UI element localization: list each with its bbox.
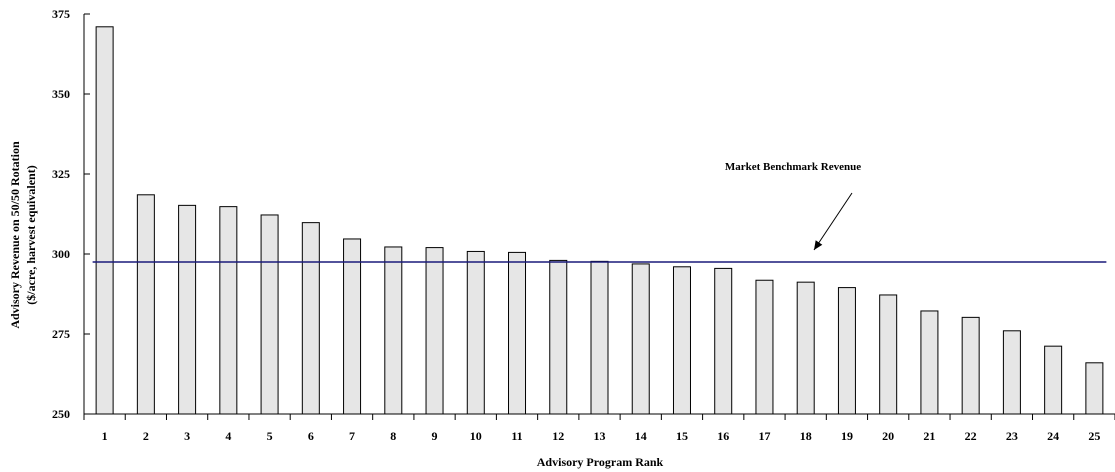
x-tick-label: 11	[511, 429, 522, 443]
bar	[879, 294, 898, 415]
y-axis-title-line2: ($/acre, harvest equivalent)	[24, 165, 38, 304]
x-tick-label: 7	[349, 429, 355, 443]
bar	[260, 214, 279, 415]
bar	[1002, 330, 1021, 415]
x-tick-label: 16	[717, 429, 729, 443]
benchmark-label: Market Benchmark Revenue	[725, 161, 861, 173]
bar	[1044, 345, 1063, 415]
bar	[837, 287, 856, 415]
y-tick-label: 350	[52, 87, 70, 101]
y-tick-label: 275	[52, 327, 70, 341]
x-tick-label: 24	[1047, 429, 1059, 443]
x-tick-label: 23	[1006, 429, 1018, 443]
x-tick-label: 22	[965, 429, 977, 443]
x-axis: 1 2 3 4 5 6 7 8 9 10 11 12 13 14 15 16 17 18 19 20 21 22 23 24 2…	[83, 413, 1115, 443]
bar	[631, 263, 650, 415]
benchmark-arrow-line	[813, 192, 853, 251]
x-tick-label: 20	[882, 429, 894, 443]
bar	[384, 246, 403, 415]
y-axis: 250 275 300 325 350 375	[52, 7, 90, 421]
bar	[219, 206, 238, 415]
bar	[920, 310, 939, 415]
y-tick-label: 375	[52, 7, 70, 21]
x-tick-label: 21	[923, 429, 935, 443]
x-tick-label: 19	[841, 429, 853, 443]
bar	[590, 260, 609, 415]
benchmark-arrow-head	[814, 240, 823, 250]
bar	[508, 251, 527, 415]
bar	[136, 194, 155, 415]
bar	[549, 259, 568, 415]
bars	[95, 26, 1104, 415]
bar	[466, 250, 485, 415]
x-tick-label: 1	[102, 429, 108, 443]
x-tick-label: 12	[552, 429, 564, 443]
x-tick-label: 25	[1088, 429, 1100, 443]
x-tick-label: 6	[308, 429, 314, 443]
bar	[1085, 362, 1104, 415]
x-tick-label: 8	[390, 429, 396, 443]
y-tick-label: 250	[52, 407, 70, 421]
bar	[301, 222, 320, 415]
bar	[672, 266, 691, 415]
x-tick-label: 9	[432, 429, 438, 443]
y-axis-title-line1: Advisory Revenue on 50/50 Rotation	[8, 141, 22, 329]
bar	[755, 279, 774, 415]
bar	[961, 316, 980, 415]
x-tick-label: 5	[267, 429, 273, 443]
x-tick-label: 13	[594, 429, 606, 443]
benchmark-group: Market Benchmark Revenue	[92, 161, 1107, 263]
bar	[425, 247, 444, 415]
bar	[796, 281, 815, 415]
x-tick-label: 4	[225, 429, 231, 443]
x-tick-label: 10	[470, 429, 482, 443]
x-tick-label: 14	[635, 429, 647, 443]
x-axis-title: Advisory Program Rank	[537, 455, 664, 469]
x-tick-label: 15	[676, 429, 688, 443]
x-tick-label: 18	[800, 429, 812, 443]
y-tick-label: 300	[52, 247, 70, 261]
bar	[178, 204, 197, 415]
x-tick-label: 17	[758, 429, 770, 443]
x-tick-label: 3	[184, 429, 190, 443]
bar	[343, 238, 362, 415]
x-tick-label: 2	[143, 429, 149, 443]
bar	[95, 26, 114, 415]
y-tick-label: 325	[52, 167, 70, 181]
bar	[714, 267, 733, 415]
